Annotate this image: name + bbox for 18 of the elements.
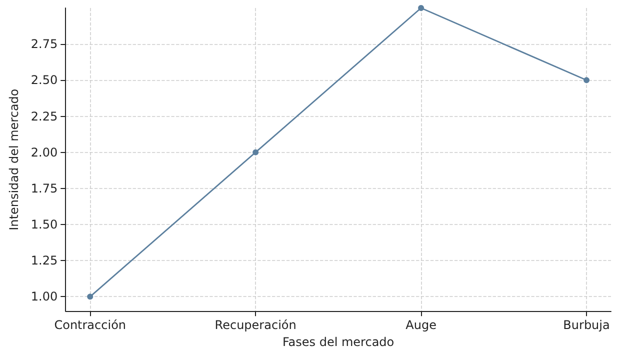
x-tick-label: Burbuja <box>563 318 610 332</box>
point <box>418 5 424 11</box>
point <box>584 77 590 84</box>
x-tick-label: Auge <box>406 318 436 332</box>
y-tick-label: 2.75 <box>30 37 58 52</box>
y-tick-label: 1.75 <box>30 181 58 196</box>
x-tick-label: Contracción <box>54 318 126 332</box>
x-tick-label: Recuperación <box>214 318 296 332</box>
y-tick-label: 2.25 <box>30 109 58 124</box>
point <box>87 294 94 300</box>
y-tick-label: 1.25 <box>30 254 58 268</box>
x-axis-title: Fases del mercado <box>282 335 394 349</box>
y-tick-label: 2.50 <box>30 73 58 88</box>
y-axis-title: Intensidad del mercado <box>7 88 21 230</box>
y-tick-label: 2.00 <box>30 145 58 160</box>
y-tick-label: 1.50 <box>30 218 58 232</box>
point <box>252 149 259 156</box>
y-tick-label: 1.00 <box>30 290 58 304</box>
